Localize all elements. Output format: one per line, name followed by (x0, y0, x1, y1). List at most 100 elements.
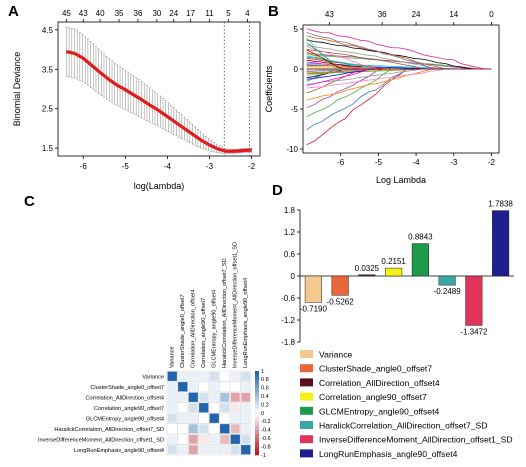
matrix-cell-fill (209, 392, 219, 402)
legend-swatch (300, 421, 313, 429)
matrix-cell-fill (220, 382, 230, 392)
top-tick-label: 14 (449, 10, 458, 19)
matrix-row-label: InverseDifferenceMoment_AllDirection_off… (38, 438, 164, 444)
matrix-cell-fill (178, 434, 188, 444)
matrix-cell-fill (167, 434, 177, 444)
colorbar-tick-label: 0 (261, 411, 264, 417)
matrix-cell-fill (230, 445, 240, 455)
top-tick-label: 35 (115, 9, 124, 18)
panel-b-y-label: Coefficients (264, 65, 274, 112)
matrix-cell-fill (241, 413, 251, 423)
colorbar-step (255, 392, 259, 397)
colorbar-step (255, 375, 259, 380)
y-tick-label: 0.6 (284, 250, 296, 259)
colorbar-step (255, 413, 259, 418)
colorbar-tick-label: -0.8 (261, 444, 271, 450)
panel-c: C Variance Variance ClusterShade_angle0_of… (24, 193, 271, 459)
matrix-col-label: GLCMEntropy_angle90_offset4 (211, 290, 217, 368)
y-tick-label: -10 (286, 145, 298, 154)
top-tick-label: 11 (205, 9, 214, 18)
colorbar-step (255, 417, 259, 422)
legend-label: GLCMEntropy_angle90_offset4 (319, 406, 439, 416)
y-tick-label: -5 (291, 105, 299, 114)
legend-swatch (300, 392, 313, 401)
legend-label: ClusterShade_angle0_offset7 (319, 364, 432, 374)
panel-b-label: B (268, 3, 279, 20)
legend-swatch (300, 364, 313, 373)
matrix-cell-fill (220, 403, 230, 413)
matrix-cell-fill (209, 413, 219, 423)
top-tick-label: 4 (245, 9, 250, 18)
matrix-cell-fill (188, 445, 198, 455)
matrix-cell-fill (188, 382, 198, 392)
bar (358, 274, 376, 277)
y-tick-label: 4.5 (42, 26, 54, 35)
bar-value-label: 1.7838 (488, 200, 513, 209)
bar (492, 210, 510, 277)
legend-label: HaralickCorrelation_AllDirection_offset7… (319, 421, 487, 431)
colorbar-step (255, 387, 259, 393)
coef-path (306, 52, 492, 70)
matrix-cell-fill (209, 445, 219, 455)
colorbar-step (255, 450, 259, 456)
top-tick-label: 24 (412, 10, 421, 19)
y-tick-label: 0 (294, 65, 299, 74)
matrix-row-label: Correlation_AllDirection_offset4 (85, 396, 164, 402)
x-tick-label: -3 (450, 158, 458, 167)
matrix-cell-fill (230, 413, 240, 423)
legend-swatch (300, 350, 313, 358)
x-tick-label: -2 (248, 162, 256, 171)
matrix-cell-fill (241, 382, 251, 392)
matrix-cell-fill (241, 371, 251, 381)
x-tick-label: -3 (206, 162, 214, 171)
matrix-cell-fill (230, 382, 240, 392)
matrix-cell-fill (188, 371, 198, 381)
top-tick-label: 17 (186, 9, 195, 18)
matrix-cell-fill (167, 424, 177, 434)
panel-a: A -6 -5 -4 -3 -21.52.53.54.545 43 40 35 36 30 24 17… (8, 3, 261, 191)
panel-a-plot-area (57, 21, 261, 157)
colorbar-step (255, 429, 259, 435)
matrix-cell-fill (209, 382, 219, 392)
matrix-cell-fill (199, 424, 209, 434)
matrix-row-label: ClusterShade_angle0_offset7 (90, 385, 164, 391)
matrix-cell-fill (167, 392, 177, 402)
x-tick-label: -2 (488, 158, 496, 167)
top-tick-label: 0 (489, 10, 494, 19)
colorbar-step (255, 434, 259, 439)
matrix-col-label: Correlation_AllDirection_offset4 (190, 289, 196, 368)
matrix-cell-fill (167, 445, 177, 455)
y-tick-label: 0 (291, 272, 296, 281)
matrix-col-label: LongRunEmphasis_angle90_offset4 (243, 278, 249, 368)
bar (304, 275, 322, 303)
matrix-cell-fill (178, 413, 188, 423)
x-tick-label: -4 (413, 158, 421, 167)
matrix-cell-fill (209, 434, 219, 444)
matrix-cell-fill (178, 382, 188, 392)
top-tick-label: 36 (378, 10, 387, 19)
bar-value-label: 0.2151 (381, 257, 406, 266)
x-tick-label: -4 (164, 162, 172, 171)
panel-d: D 1.8 1.2 0.6 0 -0.6 -1.2 -1.8 -0.7190-0.5262 0.… (272, 182, 514, 459)
panel-c-label: C (24, 193, 35, 210)
matrix-cell-fill (199, 403, 209, 413)
matrix-cell-fill (199, 371, 209, 381)
colorbar-step (255, 438, 259, 443)
matrix-row-label: LongRunEmphasis_angle90_offset4 (74, 448, 164, 454)
top-tick-label: 30 (152, 9, 161, 18)
legend-label: InverseDifferenceMoment_AllDirection_off… (319, 435, 513, 445)
colorbar-tick-label: 0.4 (261, 394, 269, 400)
bar-value-label: -0.5262 (327, 297, 355, 306)
matrix-col-label: InverseDifferenceMoment_AllDirection_off… (232, 242, 238, 368)
matrix-cell-fill (178, 371, 188, 381)
coef-path (306, 39, 492, 70)
matrix-row-label: Correlation_angle90_offset7 (94, 406, 164, 412)
matrix-cell-fill (188, 392, 198, 402)
bar-value-label: 0.0325 (355, 264, 380, 273)
bar-value-label: -0.7190 (300, 304, 328, 313)
legend-label: Correlation_angle90_offset7 (319, 392, 427, 402)
legend-swatch (300, 406, 313, 415)
y-tick-label: 1.8 (284, 206, 296, 215)
y-tick-label: 5 (294, 25, 299, 34)
